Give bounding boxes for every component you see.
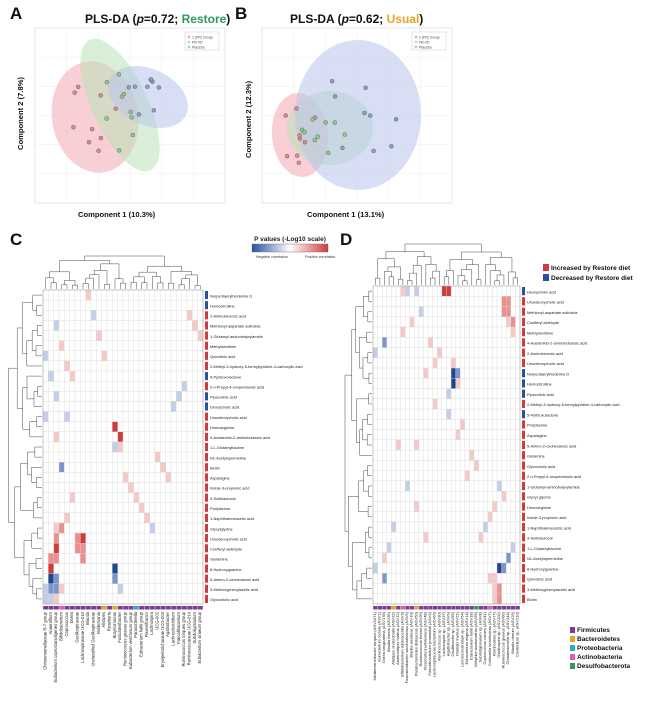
panel-letter-d: D <box>340 230 353 249</box>
sample-point <box>130 132 136 138</box>
sample-point <box>104 79 110 85</box>
sample-point <box>75 84 81 90</box>
legend-box <box>184 31 220 51</box>
confidence-ellipse <box>108 66 188 128</box>
sample-point <box>126 85 132 90</box>
sample-point <box>71 124 76 130</box>
sample-point <box>129 115 134 120</box>
sample-point <box>136 112 142 117</box>
sample-point <box>148 77 154 82</box>
sample-point <box>121 91 127 97</box>
sample-point <box>72 90 77 95</box>
legend-entry: FR-VD <box>192 41 203 45</box>
legend-entry: 1 (FR) Group <box>192 36 213 40</box>
sample-point <box>89 126 95 132</box>
sample-point <box>96 148 101 154</box>
panel-a-title: PLS-DA (p=0.72; Restore) <box>85 12 231 26</box>
panel-b-xlabel: Component 1 (13.1%) <box>307 210 385 219</box>
sample-point <box>132 84 138 89</box>
sample-point <box>86 139 92 145</box>
sample-point <box>104 116 109 121</box>
legend-entry: Placebo <box>192 46 205 50</box>
sample-point <box>151 108 157 113</box>
sample-point <box>98 93 103 98</box>
legend-marker <box>187 45 191 49</box>
panel-a-xlabel: Component 1 (10.3%) <box>78 210 156 219</box>
sample-point <box>145 84 150 89</box>
sample-point <box>113 106 118 111</box>
panel-b-title: PLS-DA (p=0.62; Usual) <box>290 12 424 26</box>
sample-point <box>128 109 133 115</box>
sample-point <box>116 148 122 153</box>
panel-b-ylabel: Component 2 (12.3%) <box>244 80 253 158</box>
sample-point <box>156 85 162 90</box>
panel-letter-c: C <box>10 230 23 249</box>
legend-marker <box>187 35 191 39</box>
sample-point <box>98 135 104 141</box>
usual-label: Usual <box>386 12 420 26</box>
legend-marker <box>187 40 191 44</box>
restore-label: Restore <box>181 12 227 26</box>
sample-point <box>116 72 122 77</box>
panel-letter-a: A <box>10 4 23 23</box>
panel-letter-b: B <box>235 4 248 23</box>
